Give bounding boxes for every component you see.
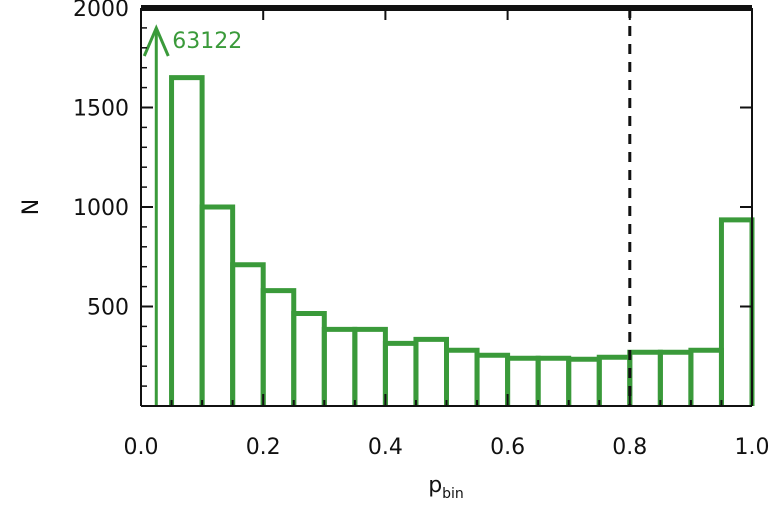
overflow-arrow — [142, 24, 170, 406]
y-tick-label: 1500 — [73, 97, 129, 122]
histogram-bar-7 — [352, 326, 388, 406]
x-tick-label: 1.0 — [735, 435, 770, 460]
histogram-bar-6 — [321, 326, 358, 406]
histogram-bar-10 — [444, 347, 480, 406]
y-axis-label: N — [19, 199, 44, 215]
histogram-bar-17 — [657, 349, 694, 406]
x-axis-label-main: p — [428, 473, 442, 498]
histogram-bar-18 — [688, 347, 724, 406]
y-tick-label: 500 — [87, 296, 129, 321]
x-tick-label: 0.4 — [368, 435, 403, 460]
tick-labels: 0.0 0.2 0.4 0.6 0.8 1.0 500 1000 1500 2000 — [73, 0, 770, 460]
histogram-bar-11 — [474, 352, 511, 406]
overflow-count-label: 63122 — [172, 29, 242, 54]
x-tick-label: 0.6 — [490, 435, 525, 460]
histogram-bar-14 — [566, 356, 602, 406]
histogram-bar-3 — [230, 262, 266, 406]
histogram-bar-5 — [291, 310, 327, 406]
histogram-bar-2 — [199, 204, 236, 406]
x-axis-label: pbin — [428, 473, 464, 502]
histogram-bar-12 — [505, 355, 541, 406]
histogram-bars — [169, 75, 755, 406]
overflow-arrow-head — [142, 24, 170, 57]
x-tick-label: 0.2 — [246, 435, 281, 460]
tick-marks — [140, 7, 753, 406]
x-tick-label: 0.0 — [124, 435, 159, 460]
histogram-bar-4 — [260, 288, 297, 406]
x-tick-label: 0.8 — [612, 435, 647, 460]
histogram-bar-13 — [535, 355, 572, 406]
x-axis-label-subscript: bin — [442, 486, 464, 502]
histogram-bar-9 — [413, 336, 449, 406]
y-tick-label: 2000 — [73, 0, 129, 22]
histogram-bar-16 — [627, 349, 663, 406]
histogram-bar-8 — [382, 340, 419, 406]
y-tick-label: 1000 — [73, 196, 129, 221]
histogram-bar-19 — [718, 217, 755, 406]
histogram-bar-1 — [169, 75, 205, 406]
histogram-bar-15 — [596, 354, 633, 406]
